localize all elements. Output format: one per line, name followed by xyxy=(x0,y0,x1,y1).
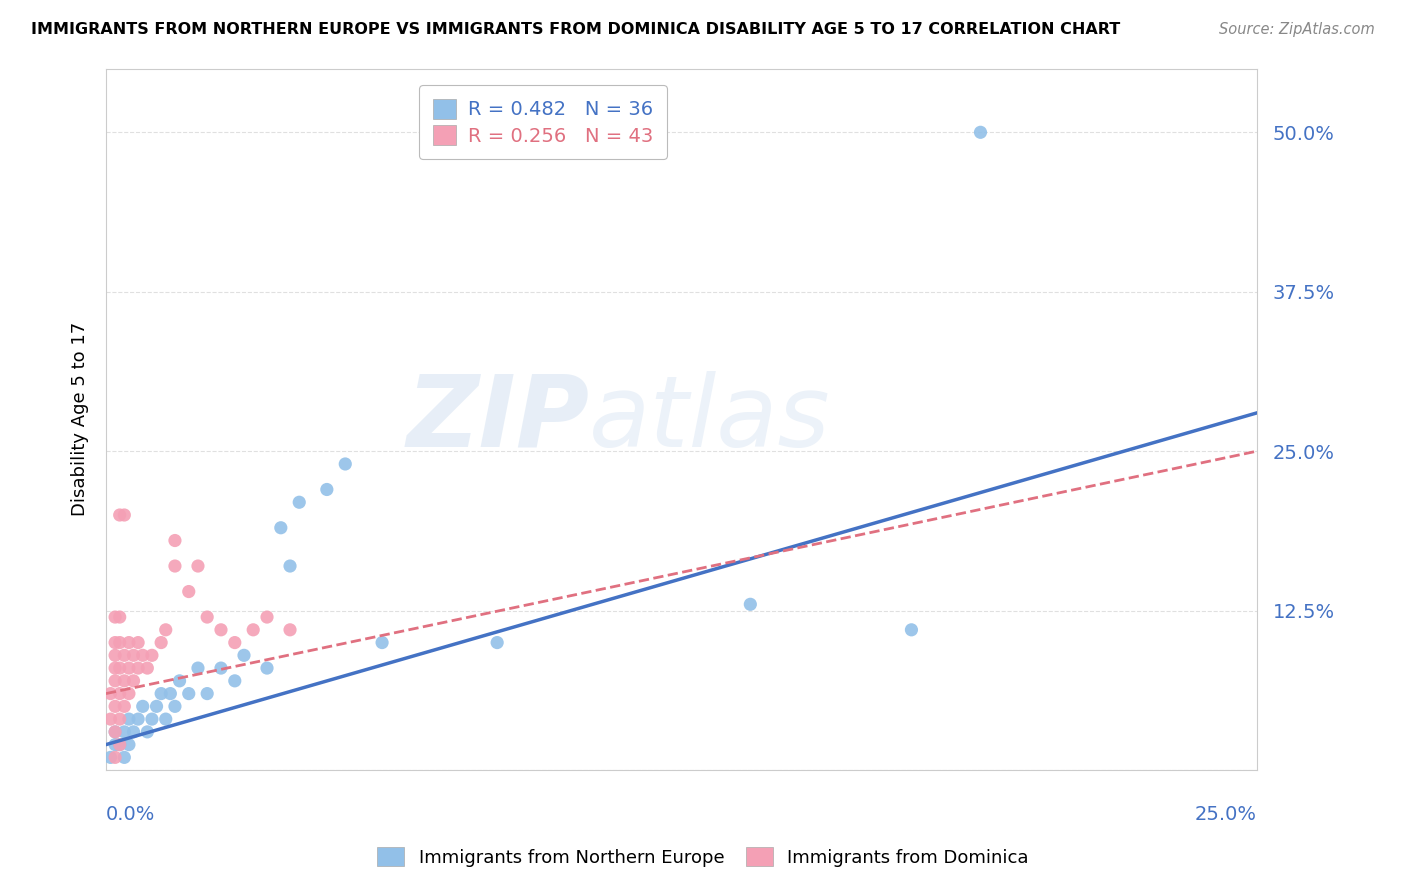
Point xyxy=(104,610,127,624)
Point xyxy=(104,724,127,739)
Point xyxy=(163,533,186,548)
Point xyxy=(108,610,131,624)
Point xyxy=(278,559,301,574)
Point xyxy=(740,597,762,611)
Point xyxy=(242,623,264,637)
Point xyxy=(108,712,131,726)
Point xyxy=(177,687,200,701)
Point xyxy=(141,712,163,726)
Point xyxy=(278,623,301,637)
Point xyxy=(112,648,135,663)
Point xyxy=(127,635,149,649)
Point xyxy=(108,738,131,752)
Point xyxy=(224,673,246,688)
Point xyxy=(108,635,131,649)
Point xyxy=(335,457,357,471)
Point xyxy=(104,699,127,714)
Point xyxy=(315,483,337,497)
Point xyxy=(136,724,159,739)
Point xyxy=(100,687,122,701)
Point xyxy=(155,623,177,637)
Point xyxy=(112,673,135,688)
Text: 25.0%: 25.0% xyxy=(1195,805,1257,824)
Point xyxy=(104,738,127,752)
Point xyxy=(100,712,122,726)
Point xyxy=(112,508,135,522)
Point xyxy=(112,724,135,739)
Point xyxy=(122,673,145,688)
Point xyxy=(132,699,155,714)
Point xyxy=(118,712,141,726)
Point xyxy=(108,661,131,675)
Point xyxy=(270,521,292,535)
Point xyxy=(187,559,209,574)
Point xyxy=(900,623,922,637)
Point xyxy=(486,635,509,649)
Point xyxy=(150,687,173,701)
Point xyxy=(256,610,278,624)
Point xyxy=(118,738,141,752)
Point xyxy=(104,661,127,675)
Point xyxy=(288,495,311,509)
Legend: R = 0.482   N = 36, R = 0.256   N = 43: R = 0.482 N = 36, R = 0.256 N = 43 xyxy=(419,86,666,160)
Point xyxy=(159,687,181,701)
Text: IMMIGRANTS FROM NORTHERN EUROPE VS IMMIGRANTS FROM DOMINICA DISABILITY AGE 5 TO : IMMIGRANTS FROM NORTHERN EUROPE VS IMMIG… xyxy=(31,22,1121,37)
Text: ZIP: ZIP xyxy=(406,371,589,467)
Point xyxy=(163,699,186,714)
Point xyxy=(187,661,209,675)
Point xyxy=(108,738,131,752)
Point xyxy=(104,635,127,649)
Y-axis label: Disability Age 5 to 17: Disability Age 5 to 17 xyxy=(72,322,89,516)
Point xyxy=(195,610,218,624)
Point xyxy=(141,648,163,663)
Point xyxy=(195,687,218,701)
Legend: Immigrants from Northern Europe, Immigrants from Dominica: Immigrants from Northern Europe, Immigra… xyxy=(368,838,1038,876)
Point xyxy=(100,750,122,764)
Point xyxy=(233,648,256,663)
Point xyxy=(127,661,149,675)
Point xyxy=(104,648,127,663)
Point xyxy=(118,661,141,675)
Point xyxy=(118,687,141,701)
Point xyxy=(371,635,394,649)
Point xyxy=(177,584,200,599)
Point xyxy=(122,648,145,663)
Point xyxy=(104,673,127,688)
Point xyxy=(224,635,246,649)
Point xyxy=(969,125,991,139)
Point xyxy=(108,508,131,522)
Point xyxy=(209,661,232,675)
Point xyxy=(256,661,278,675)
Point xyxy=(163,559,186,574)
Point xyxy=(118,635,141,649)
Point xyxy=(112,699,135,714)
Text: Source: ZipAtlas.com: Source: ZipAtlas.com xyxy=(1219,22,1375,37)
Point xyxy=(169,673,191,688)
Point xyxy=(122,724,145,739)
Point xyxy=(112,750,135,764)
Point xyxy=(104,750,127,764)
Point xyxy=(127,712,149,726)
Point xyxy=(209,623,232,637)
Point xyxy=(145,699,167,714)
Point xyxy=(132,648,155,663)
Text: atlas: atlas xyxy=(589,371,831,467)
Point xyxy=(155,712,177,726)
Point xyxy=(150,635,173,649)
Text: 0.0%: 0.0% xyxy=(105,805,155,824)
Point xyxy=(104,724,127,739)
Point xyxy=(136,661,159,675)
Point xyxy=(108,687,131,701)
